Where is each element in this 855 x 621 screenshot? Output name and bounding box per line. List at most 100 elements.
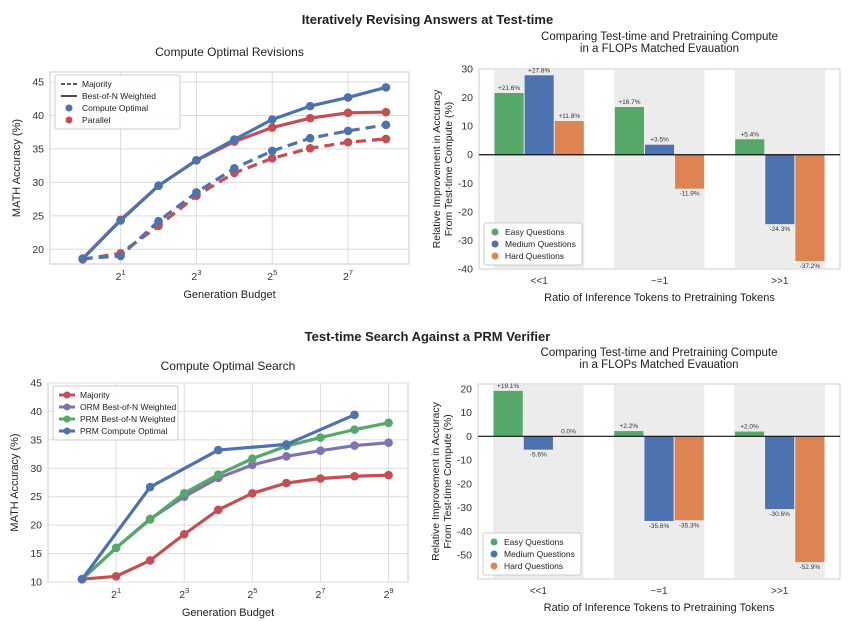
legend-label: ORM Best-of-N Weighted xyxy=(80,402,176,412)
bar-value-label: -11.9% xyxy=(680,191,700,198)
data-point xyxy=(384,418,393,428)
data-point xyxy=(343,93,353,102)
line-chart-0: 20 25 30 35 40 45 21 23 25 27 Compute Optimal Revi… xyxy=(11,45,410,301)
bar-value-label: +27.8% xyxy=(528,67,550,74)
y-tick-label: -40 xyxy=(457,526,472,538)
legend-label: Hard Questions xyxy=(504,561,563,571)
y-tick-label: -30 xyxy=(457,502,472,514)
y-tick-label: 20 xyxy=(460,383,472,395)
x-tick-label: 25 xyxy=(267,268,277,283)
bar xyxy=(765,436,795,510)
y-tick-label: -40 xyxy=(458,264,473,276)
y-tick-label: 45 xyxy=(32,77,44,89)
bar-value-label: -24.3% xyxy=(770,226,791,233)
data-point xyxy=(267,123,277,132)
data-point xyxy=(111,572,121,581)
bar xyxy=(795,154,825,261)
data-point xyxy=(381,120,391,130)
legend-label: Easy Questions xyxy=(504,537,564,547)
y-tick-label: -20 xyxy=(458,206,473,218)
legend-swatch xyxy=(491,240,499,248)
chart-title-line: Comparing Test-time and Pretraining Comp… xyxy=(541,31,778,43)
data-point xyxy=(213,445,223,455)
y-tick-label: 45 xyxy=(30,378,42,390)
y-axis-label-line: Relative Improvement in Accuracy xyxy=(430,401,442,560)
bar-value-label: -37.2% xyxy=(800,263,821,270)
data-point xyxy=(316,446,325,455)
y-tick-label: 10 xyxy=(30,577,42,589)
y-tick-label: -10 xyxy=(457,455,472,467)
data-point xyxy=(282,440,291,449)
legend-swatch xyxy=(65,116,73,124)
data-point xyxy=(145,482,155,492)
y-tick-label: 10 xyxy=(461,121,473,133)
x-tick-label: 23 xyxy=(179,586,189,601)
data-point xyxy=(230,135,239,144)
y-tick-label: 0 xyxy=(467,149,473,161)
legend-swatch xyxy=(490,550,498,558)
bar-value-label: 0.0% xyxy=(561,428,576,435)
bar xyxy=(493,390,523,437)
data-point xyxy=(350,471,359,481)
data-point xyxy=(282,478,291,488)
y-tick-label: -20 xyxy=(457,478,472,490)
legend: Majority ORM Best-of-N Weighted PRM Best-o… xyxy=(52,385,179,441)
line-chart-2: 10 15 20 25 30 35 40 45 21 23 25 27 29 Compute Optima… xyxy=(9,359,409,619)
y-tick-label: 30 xyxy=(461,64,473,76)
x-tick-label: >>1 xyxy=(771,586,789,597)
series-line xyxy=(81,473,389,581)
x-tick-label: ~=1 xyxy=(651,276,669,287)
data-point xyxy=(154,181,163,191)
x-tick-label: 27 xyxy=(315,586,325,601)
y-tick-label: 10 xyxy=(460,407,472,419)
legend-swatch xyxy=(491,252,499,260)
section-title-search: Test-time Search Against a PRM Verifier xyxy=(304,329,551,344)
x-tick-label: 21 xyxy=(116,268,126,283)
y-tick-label: 40 xyxy=(30,406,42,418)
bar-value-label: +19.1% xyxy=(497,383,519,390)
x-tick-label: 27 xyxy=(343,268,353,283)
bar-value-label: -30.6% xyxy=(769,511,790,518)
bar-value-label: -5.6% xyxy=(530,452,547,459)
chart-title-line: in a FLOPs Matched Evauation xyxy=(580,43,739,55)
data-point xyxy=(350,441,359,450)
y-tick-label: 35 xyxy=(30,434,42,446)
bar xyxy=(614,107,644,155)
data-point xyxy=(78,254,87,263)
legend: Majority Best-of-N Weighted Compute Optima… xyxy=(54,74,181,130)
bar xyxy=(554,121,584,155)
y-tick-label: 0 xyxy=(466,431,472,443)
data-point xyxy=(381,134,391,144)
data-point xyxy=(192,188,201,197)
y-tick-label: 40 xyxy=(32,110,44,122)
legend: Easy Questions Medium Questions Hard Quest… xyxy=(482,532,582,576)
legend-box xyxy=(483,222,583,266)
x-tick-label: 21 xyxy=(111,586,121,601)
data-point xyxy=(305,113,315,123)
data-point xyxy=(111,543,121,553)
data-point xyxy=(305,143,315,153)
bar-chart-3: -50 -40 -30 -20 -10 0 10 20 +19.1% -5.6% 0.0% <<1 +2… xyxy=(430,347,841,614)
y-tick-label: 35 xyxy=(32,143,44,155)
legend-label: Medium Questions xyxy=(505,239,576,249)
chart-title-line: in a FLOPs Matched Evauation xyxy=(579,359,738,371)
legend-label: Easy Questions xyxy=(505,227,565,237)
legend-swatch-dot xyxy=(63,403,71,411)
x-tick-label: 23 xyxy=(191,268,201,283)
legend-swatch xyxy=(65,104,73,112)
data-point xyxy=(267,153,277,163)
x-axis-label: Generation Budget xyxy=(183,289,275,301)
bar-value-label: +21.6% xyxy=(498,85,520,92)
data-point xyxy=(384,470,393,480)
bar xyxy=(524,75,554,155)
data-point xyxy=(267,146,277,156)
chart-title: Compute Optimal Revisions xyxy=(155,45,304,59)
y-tick-label: 15 xyxy=(30,548,42,560)
chart-title: Compute Optimal Search xyxy=(161,359,296,373)
data-point xyxy=(267,115,277,124)
bar-value-label: +2.0% xyxy=(740,424,759,431)
data-point xyxy=(116,251,125,261)
legend-label: Compute Optimal xyxy=(82,103,148,113)
x-tick-label: >>1 xyxy=(771,276,789,287)
